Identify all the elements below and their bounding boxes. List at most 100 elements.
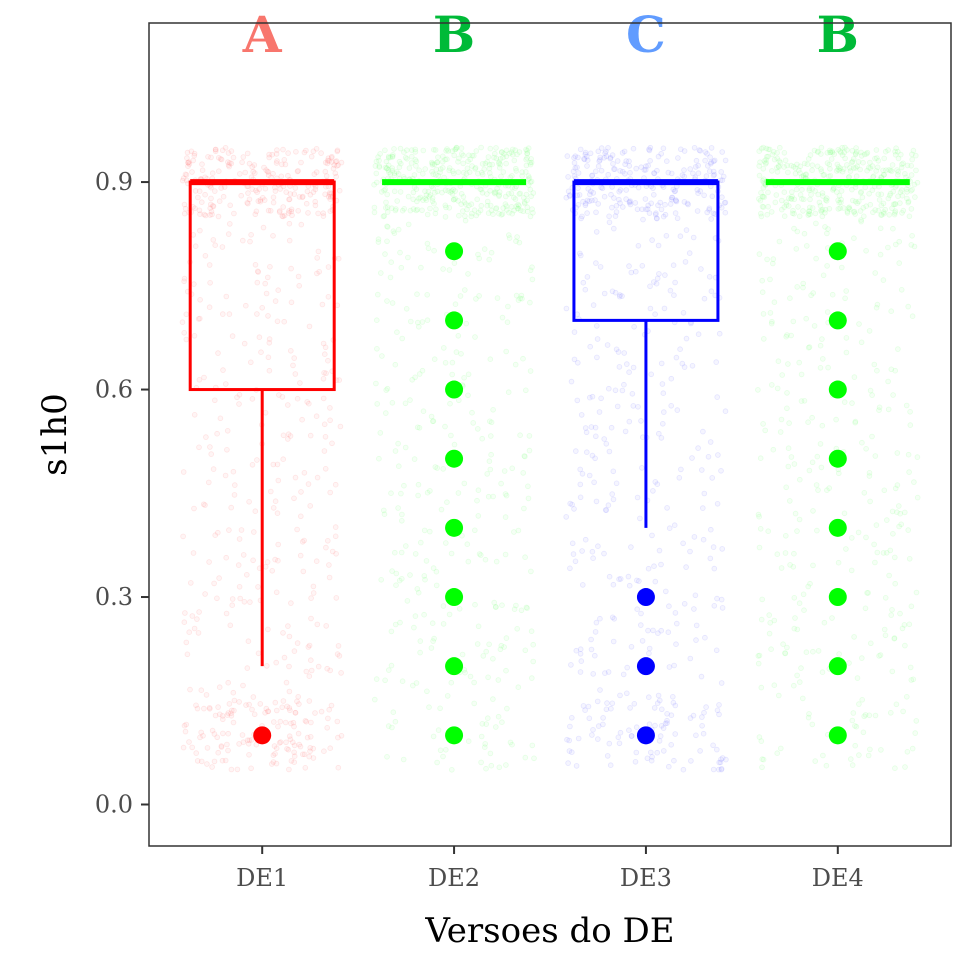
jitter-point xyxy=(781,189,788,196)
jitter-point xyxy=(404,598,411,604)
jitter-point xyxy=(181,722,188,729)
jitter-point xyxy=(881,155,887,162)
jitter-point xyxy=(876,653,882,659)
jitter-point xyxy=(668,741,674,748)
jitter-point xyxy=(883,517,890,523)
jitter-point xyxy=(791,625,798,632)
jitter-point xyxy=(626,369,632,376)
jitter-point xyxy=(585,186,591,192)
outlier-point xyxy=(445,380,464,399)
jitter-point xyxy=(505,191,512,197)
jitter-point xyxy=(607,154,614,161)
jitter-point xyxy=(211,758,218,765)
jitter-point xyxy=(273,659,280,666)
jitter-point xyxy=(325,293,332,300)
jitter-point xyxy=(388,205,395,212)
jitter-point xyxy=(507,174,514,181)
jitter-point xyxy=(502,193,509,200)
jitter-point xyxy=(582,202,589,209)
x-axis-title: Versoes do DE xyxy=(424,911,674,951)
jitter-point xyxy=(908,603,915,610)
jitter-point xyxy=(297,380,303,386)
jitter-point xyxy=(220,730,226,737)
jitter-point xyxy=(630,403,637,409)
jitter-point xyxy=(581,156,587,162)
jitter-point xyxy=(689,455,695,461)
jitter-point xyxy=(899,210,905,216)
jitter-point xyxy=(710,766,717,773)
jitter-point xyxy=(820,272,827,279)
jitter-point xyxy=(886,212,893,218)
jitter-point xyxy=(866,712,873,719)
jitter-point xyxy=(210,466,217,472)
jitter-point xyxy=(294,640,301,646)
jitter-point xyxy=(811,147,818,154)
jitter-point xyxy=(807,211,813,218)
jitter-point xyxy=(603,507,610,513)
jitter-point xyxy=(297,513,304,520)
jitter-point xyxy=(805,212,811,218)
jitter-point xyxy=(586,472,593,479)
jitter-point xyxy=(899,161,905,168)
jitter-point xyxy=(449,148,456,155)
jitter-point xyxy=(449,191,456,197)
jitter-point xyxy=(443,204,449,211)
jitter-point xyxy=(248,359,254,366)
jitter-point xyxy=(301,469,308,476)
jitter-point xyxy=(603,153,610,160)
jitter-point xyxy=(242,169,249,176)
jitter-point xyxy=(227,160,233,166)
jitter-point xyxy=(528,568,534,575)
jitter-point xyxy=(295,730,302,737)
jitter-point xyxy=(224,712,231,718)
jitter-point xyxy=(760,193,766,200)
jitter-point xyxy=(601,290,608,297)
y-tick-label: 0.0 xyxy=(95,791,133,819)
jitter-point xyxy=(899,625,906,632)
jitter-point xyxy=(571,356,578,363)
jitter-point xyxy=(714,707,721,714)
jitter-point xyxy=(511,207,517,214)
jitter-point xyxy=(622,428,629,435)
jitter-point xyxy=(294,168,301,175)
jitter-point xyxy=(424,211,431,218)
jitter-point xyxy=(626,418,633,425)
jitter-point xyxy=(837,148,843,154)
jitter-point xyxy=(452,188,458,194)
jitter-point xyxy=(759,756,765,762)
jitter-point xyxy=(226,527,232,533)
jitter-point xyxy=(565,174,571,180)
jitter-point xyxy=(455,397,462,404)
jitter-point xyxy=(668,375,675,382)
jitter-point xyxy=(760,204,767,210)
jitter-point xyxy=(835,559,842,566)
jitter-point xyxy=(861,713,867,720)
jitter-point xyxy=(285,172,291,179)
jitter-point xyxy=(448,188,455,194)
jitter-point xyxy=(796,516,803,523)
jitter-point xyxy=(422,188,428,195)
jitter-point xyxy=(892,485,899,492)
jitter-point xyxy=(601,436,607,442)
jitter-point xyxy=(473,296,479,302)
jitter-point xyxy=(458,191,465,197)
jitter-point xyxy=(679,172,686,179)
jitter-point xyxy=(307,744,314,751)
jitter-point xyxy=(230,468,237,475)
jitter-point xyxy=(633,724,640,730)
jitter-point xyxy=(267,208,274,214)
jitter-point xyxy=(649,532,655,539)
jitter-point xyxy=(490,211,496,218)
jitter-point xyxy=(291,191,298,197)
jitter-point xyxy=(526,433,533,439)
jitter-point xyxy=(510,152,516,158)
jitter-point xyxy=(509,184,516,191)
jitter-point xyxy=(811,323,818,329)
jitter-point xyxy=(439,159,446,165)
jitter-point xyxy=(425,245,432,252)
jitter-point xyxy=(658,706,665,713)
jitter-point xyxy=(697,748,703,754)
jitter-point xyxy=(478,202,485,209)
jitter-point xyxy=(485,493,492,500)
jitter-point xyxy=(286,733,293,739)
